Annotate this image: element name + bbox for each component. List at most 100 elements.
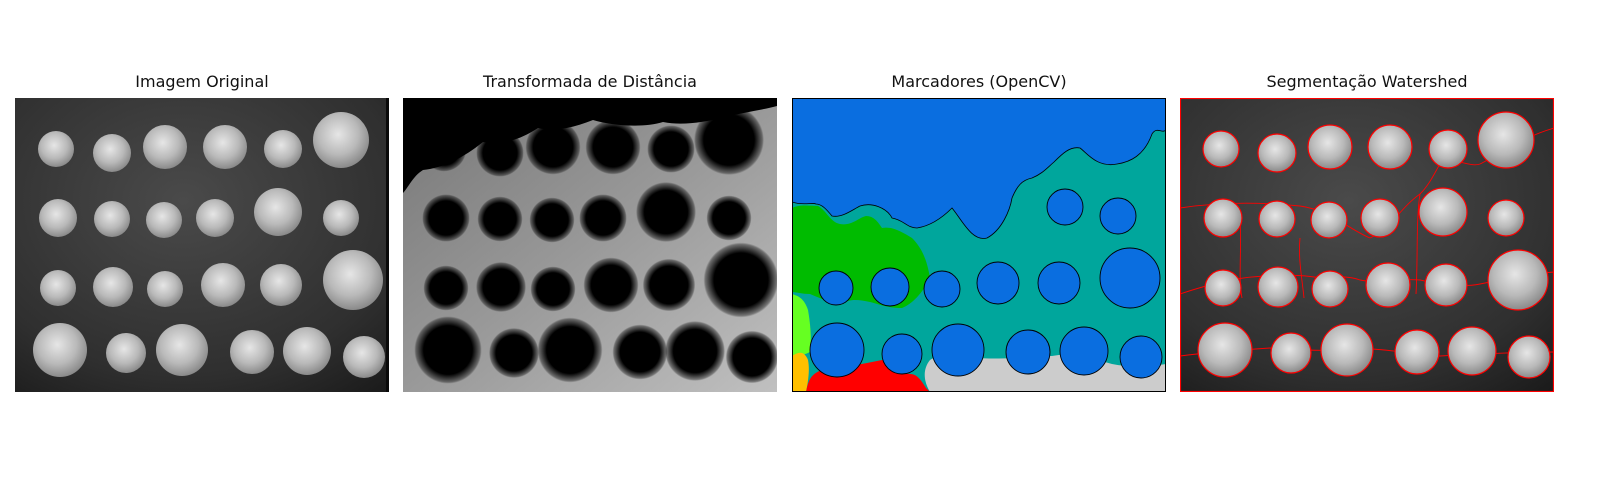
coin [1204, 269, 1242, 307]
coin [94, 201, 130, 237]
marker-region-gray [924, 354, 1166, 392]
coin [530, 266, 576, 312]
coin [636, 182, 696, 242]
coin [706, 195, 752, 241]
coin [196, 199, 234, 237]
coin [1367, 124, 1413, 170]
coin [38, 131, 74, 167]
coin [476, 262, 526, 312]
marker-region-blue [792, 98, 1166, 239]
coin [642, 258, 696, 312]
coin [585, 119, 641, 175]
coin [694, 105, 764, 175]
coin [264, 130, 302, 168]
coin [283, 327, 331, 375]
coin [260, 264, 302, 306]
coin-group [33, 112, 385, 378]
coin [583, 257, 639, 313]
marker-region-yellow [792, 352, 809, 392]
coin [1447, 326, 1497, 376]
marker-coin [1059, 326, 1109, 376]
coin [1310, 201, 1348, 239]
marker-coin [1119, 335, 1163, 379]
panel-title: Transformada de Distância [483, 72, 697, 91]
marker-coin [1099, 197, 1137, 235]
coin [1365, 262, 1411, 308]
coin [1270, 332, 1312, 374]
coin [146, 202, 182, 238]
coin [1360, 198, 1400, 238]
marker-coin [931, 323, 985, 377]
panel-original-image: Imagem Original [15, 0, 389, 500]
coin [1394, 329, 1440, 375]
coin [323, 250, 383, 310]
coin [414, 316, 482, 384]
coin [1203, 198, 1243, 238]
coin [93, 134, 131, 172]
coin [156, 324, 208, 376]
coin [476, 129, 524, 177]
marker-coin [870, 267, 910, 307]
coin [93, 267, 133, 307]
coin [1418, 187, 1468, 237]
coin [203, 125, 247, 169]
coin [323, 200, 359, 236]
coin [612, 324, 668, 380]
coin [1258, 200, 1296, 238]
panel-title: Marcadores (OpenCV) [891, 72, 1067, 91]
coin [1424, 263, 1468, 307]
coin [1507, 335, 1551, 379]
marker-region-lime [792, 294, 811, 356]
coin [579, 194, 627, 242]
coin [647, 125, 695, 173]
marker-coin [923, 270, 961, 308]
coin [1428, 129, 1468, 169]
marker-coin [809, 322, 865, 378]
coin [201, 263, 245, 307]
panel-markers: Marcadores (OpenCV) [792, 0, 1166, 500]
coin [230, 330, 274, 374]
coin [703, 242, 777, 318]
coin [106, 333, 146, 373]
coin [40, 270, 76, 306]
panel-title: Imagem Original [135, 72, 269, 91]
watershed-segmentation-image [1180, 98, 1554, 392]
coin [422, 194, 470, 242]
coin [313, 112, 369, 168]
distance-transform-image [403, 98, 777, 392]
coin [254, 188, 302, 236]
coin [1477, 111, 1535, 169]
marker-coin [818, 270, 854, 306]
coin [537, 317, 603, 383]
coin [147, 271, 183, 307]
coin [1197, 322, 1253, 378]
marker-coin [976, 261, 1020, 305]
coin [423, 265, 469, 311]
marker-coin [1037, 261, 1081, 305]
coin [525, 119, 581, 175]
markers-image [792, 98, 1166, 392]
coin [725, 330, 777, 384]
panel-distance-transform: Transformada de Distância [403, 0, 777, 500]
coin [1320, 323, 1374, 377]
coin [489, 328, 539, 378]
coin [421, 126, 467, 172]
marker-coin [1099, 247, 1161, 309]
coin [1487, 249, 1549, 311]
coin-group [809, 188, 1163, 379]
coin [143, 125, 187, 169]
marker-coin [1005, 329, 1051, 375]
panel-watershed: Segmentação Watershed [1180, 0, 1554, 500]
coin-group [414, 105, 777, 384]
marker-region-red [806, 360, 930, 392]
marker-coin [881, 333, 923, 375]
coin [1487, 199, 1525, 237]
coin [665, 321, 725, 381]
coin [529, 197, 575, 243]
coin [39, 199, 77, 237]
coin [477, 196, 523, 242]
original-coins-image [15, 98, 389, 392]
coin [1202, 130, 1240, 168]
coin [33, 323, 87, 377]
coin-group [1197, 111, 1551, 379]
